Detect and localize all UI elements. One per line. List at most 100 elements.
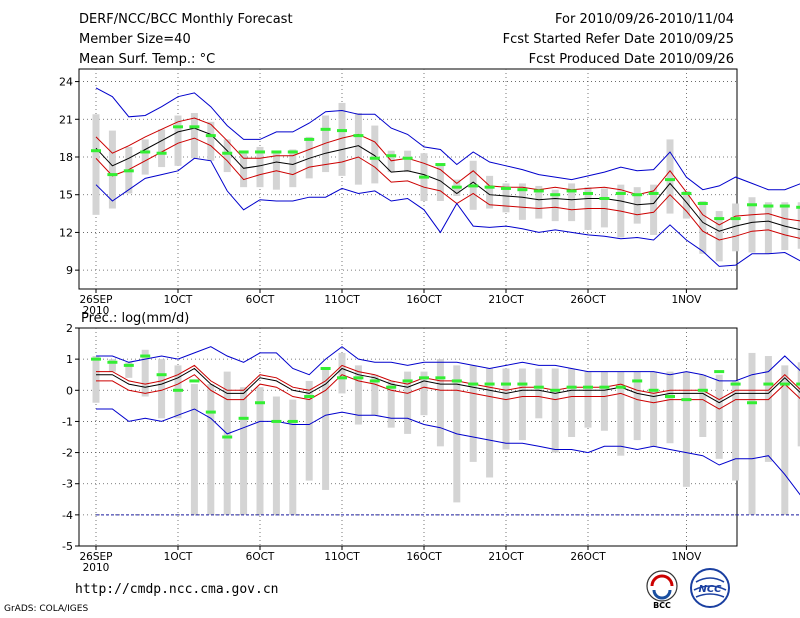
temp-frame [78, 68, 738, 290]
ncc-logo-icon: NCC [690, 568, 730, 608]
temp-box [682, 190, 690, 219]
temp-box [568, 183, 576, 222]
temp-median [222, 151, 233, 155]
temp-median [173, 125, 183, 129]
prec-box [682, 371, 690, 487]
prec-box [732, 380, 740, 481]
temp-box [502, 183, 510, 213]
temp-median [779, 204, 790, 208]
temp-median [730, 217, 741, 221]
header-right: For 2010/09/26-2010/11/04 Fcst Started R… [503, 12, 734, 72]
bcc-logo-text: BCC [653, 601, 671, 610]
prec-ytick-label: -3 [62, 478, 73, 491]
grads-credit: GrADS: COLA/IGES [4, 604, 89, 614]
prec-box [371, 374, 379, 416]
prec-box [486, 368, 494, 478]
prec-box [125, 362, 133, 378]
temp-box [387, 150, 395, 173]
temp-median [205, 134, 216, 138]
prec-median [189, 379, 200, 383]
temp-ytick-label: 12 [59, 226, 73, 239]
prec-xtick-label: 1NOV [671, 551, 702, 563]
prec-xtick-label: 16OCT [406, 551, 442, 563]
temp-box [732, 203, 740, 252]
prec-box [141, 349, 149, 397]
prec-box [354, 365, 362, 425]
prec-median [222, 435, 233, 439]
temp-median [435, 163, 446, 167]
temp-median [156, 151, 167, 155]
prec-median [205, 410, 216, 414]
prec-box [207, 384, 215, 515]
prec-median [747, 401, 757, 405]
temp-box [141, 139, 149, 175]
prec-line-min [96, 408, 800, 496]
temp-ytick-label: 21 [59, 113, 73, 126]
prec-box [223, 371, 231, 515]
temp-xtick-label: 16OCT [406, 294, 442, 306]
member-size: Member Size=40 [79, 32, 191, 47]
ncc-logo-text: NCC [698, 584, 722, 595]
temp-box [190, 113, 198, 159]
prec-median [566, 385, 577, 389]
prec-box [715, 374, 723, 459]
prec-median [714, 370, 725, 374]
temp-box [715, 211, 723, 262]
prec-median [238, 416, 249, 420]
temp-ytick-label: 9 [66, 264, 73, 277]
forecast-period: For 2010/09/26-2010/11/04 [555, 12, 734, 27]
temp-median [468, 184, 479, 188]
prec-xtick-label: 26SEP [80, 551, 113, 563]
temp-xtick-label: 11OCT [324, 294, 360, 306]
temp-median [681, 191, 692, 195]
temp-xtick-label: 26OCT [570, 294, 606, 306]
temp-median [386, 154, 397, 158]
prec-box [289, 399, 297, 515]
temp-box [666, 139, 674, 214]
temp-box [797, 202, 800, 249]
prec-median [796, 382, 800, 386]
prec-median [632, 379, 643, 383]
prec-median [501, 382, 511, 386]
prec-box [584, 371, 592, 428]
temp-median [369, 156, 380, 160]
prec-median [517, 382, 528, 386]
prec-median [353, 376, 364, 380]
prec-box [240, 387, 248, 515]
temp-box [338, 102, 346, 176]
temp-ytick-label: 18 [59, 151, 73, 164]
prec-xtick-label: 1OCT [164, 551, 193, 563]
temp-box [174, 115, 182, 166]
prec-box [551, 368, 559, 453]
prec-median [484, 382, 495, 386]
prec-box [617, 371, 625, 456]
temp-median [517, 188, 528, 192]
prec-median [107, 360, 118, 364]
temp-xtick-label: 6OCT [246, 294, 275, 306]
source-url[interactable]: http://cmdp.ncc.cma.gov.cn [75, 582, 279, 597]
prec-box [518, 368, 526, 441]
temp-median [238, 150, 249, 154]
prec-box [174, 365, 182, 419]
temp-box [158, 129, 166, 168]
produced-date: Fcst Produced Date 2010/09/26 [528, 52, 734, 67]
temp-box [305, 136, 313, 179]
temp-box [633, 187, 641, 224]
temp-median [648, 191, 659, 195]
temp-median [353, 134, 364, 138]
temp-median [107, 173, 118, 177]
temp-box [322, 115, 330, 173]
temp-box [371, 125, 379, 184]
prec-box [502, 368, 510, 450]
prec-median [320, 366, 331, 370]
prec-median [615, 385, 626, 389]
prec-box [469, 365, 477, 462]
prec-ytick-label: 1 [66, 353, 73, 366]
prec-year-label: 2010 [83, 562, 110, 574]
temp-median [583, 191, 593, 195]
prec-box [305, 380, 313, 481]
prec-median [271, 419, 282, 423]
prec-ytick-label: 0 [66, 384, 73, 397]
prec-ytick-label: -1 [62, 415, 73, 428]
chart-title: DERF/NCC/BCC Monthly Forecast [79, 12, 293, 27]
